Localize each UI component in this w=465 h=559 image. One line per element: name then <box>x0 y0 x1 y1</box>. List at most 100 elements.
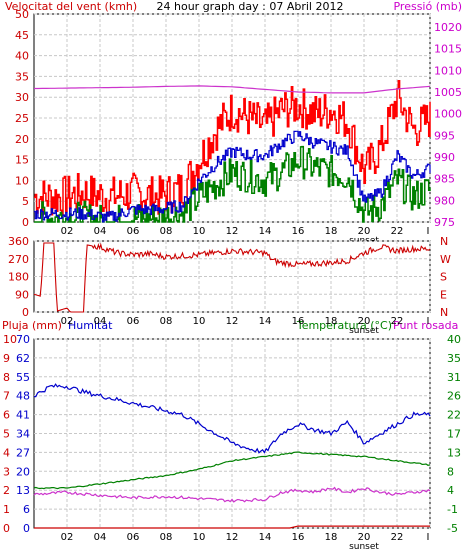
temperature-y-tick-label: -5 <box>447 522 458 535</box>
direction-compass-label: N <box>440 306 448 319</box>
humidity-y-tick-label: 13 <box>16 484 30 497</box>
climate-panel-x-tick-label: 20 <box>358 532 371 543</box>
temperature-y-tick-label: 17 <box>447 428 461 441</box>
humidity-y-tick-label: 6 <box>23 503 30 516</box>
rain-y-tick-label: 8 <box>3 371 10 384</box>
direction-panel-x-tick-label: 14 <box>259 316 272 327</box>
humidity-line <box>34 383 431 454</box>
wind-axis-title: Velocitat del vent (kmh) <box>5 0 137 13</box>
climate-panel-x-tick-label: 10 <box>193 532 206 543</box>
direction-panel-x-tick-label: I <box>427 316 430 327</box>
wind-panel-x-tick-label: 12 <box>226 226 239 237</box>
dewpoint-line <box>33 486 431 503</box>
wind-y-tick-label: 5 <box>22 195 29 208</box>
temperature-y-tick-label: 8 <box>447 465 454 478</box>
rain-y-tick-label: 6 <box>3 409 10 422</box>
direction-y-tick-label: 90 <box>15 288 29 301</box>
direction-panel-x-tick-label: 16 <box>292 316 305 327</box>
climate-panel-x-tick-label: 08 <box>160 532 173 543</box>
temperature-y-tick-label: -1 <box>447 503 458 516</box>
climate-panel-x-tick-label: 06 <box>127 532 140 543</box>
climate-panel-x-tick-label: 16 <box>292 532 305 543</box>
direction-y-tick-label: 0 <box>22 306 29 319</box>
pressure-y-tick-label: 975 <box>434 216 455 229</box>
direction-compass-label: W <box>440 253 451 266</box>
rain-y-tick-label: 1 <box>3 503 10 516</box>
direction-panel-x-tick-label: 20 <box>358 316 371 327</box>
climate-panel-x-tick-label: 14 <box>259 532 272 543</box>
direction-compass-label: N <box>440 235 448 248</box>
pressure-y-tick-label: 1010 <box>434 64 462 77</box>
direction-panel-x-tick-label: 10 <box>193 316 206 327</box>
temperature-y-tick-label: 4 <box>447 484 454 497</box>
direction-compass-label: E <box>440 288 447 301</box>
pressure-y-tick-label: 1015 <box>434 43 462 56</box>
direction-panel-x-tick-label: 08 <box>160 316 173 327</box>
wind-average-line <box>34 130 431 223</box>
wind-y-tick-label: 30 <box>15 91 29 104</box>
rain-y-tick-label: 3 <box>3 465 10 478</box>
direction-panel-x-tick-label: 12 <box>226 316 239 327</box>
temperature-y-tick-label: 35 <box>447 352 461 365</box>
direction-y-tick-label: 270 <box>8 253 29 266</box>
direction-y-tick-label: 180 <box>8 271 29 284</box>
dewpoint-axis-title: Punt rosada <box>393 319 458 332</box>
rain-axis-title: Pluja (mm) <box>2 319 62 332</box>
climate-panel-x-tick-label: 12 <box>226 532 239 543</box>
wind-panel-x-tick-label: 06 <box>127 226 140 237</box>
rain-y-tick-label: 2 <box>3 484 10 497</box>
wind-panel-x-tick-label: I <box>427 226 430 237</box>
rain-y-tick-label: 7 <box>3 390 10 403</box>
pressure-y-tick-label: 1020 <box>434 21 462 34</box>
rain-y-tick-label: 10 <box>3 333 17 346</box>
climate-panel-x-tick-label: 02 <box>61 532 74 543</box>
wind-y-tick-label: 50 <box>15 8 29 21</box>
temperature-y-tick-label: 13 <box>447 446 461 459</box>
pressure-y-tick-label: 985 <box>434 173 455 186</box>
wind-panel-x-tick-label: 18 <box>325 226 338 237</box>
wind-panel-x-tick-label: 08 <box>160 226 173 237</box>
wind-y-tick-label: 25 <box>15 112 29 125</box>
climate-panel-x-tick-label: I <box>427 532 430 543</box>
direction-panel-x-tick-label: 02 <box>61 316 74 327</box>
direction-panel-sunset-label: sunset <box>349 326 379 336</box>
wind-panel-x-tick-label: 04 <box>94 226 107 237</box>
humidity-y-tick-label: 20 <box>16 465 30 478</box>
rain-y-tick-label: 4 <box>3 446 10 459</box>
wind-gust-line <box>34 79 431 218</box>
wind-panel-x-tick-label: 20 <box>358 226 371 237</box>
wind-panel-x-tick-label: 10 <box>193 226 206 237</box>
temperature-line <box>33 451 431 490</box>
climate-panel-x-tick-label: 18 <box>325 532 338 543</box>
chart-title: 24 hour graph day : 07 Abril 2012 <box>157 0 344 13</box>
humidity-y-tick-label: 70 <box>16 333 30 346</box>
wind-y-tick-label: 45 <box>15 29 29 42</box>
temperature-y-tick-label: 31 <box>447 371 461 384</box>
rain-y-tick-label: 5 <box>3 428 10 441</box>
direction-panel-x-tick-label: 04 <box>94 316 107 327</box>
humidity-y-tick-label: 48 <box>16 390 30 403</box>
pressure-line <box>34 85 431 94</box>
wind-y-tick-label: 15 <box>15 154 29 167</box>
direction-y-tick-label: 360 <box>8 235 29 248</box>
humidity-y-tick-label: 0 <box>23 522 30 535</box>
pressure-axis-title: Pressió (mb) <box>393 0 462 13</box>
climate-panel-sunset-label: sunset <box>349 542 379 552</box>
temperature-axis-title: Temperatura (°C) <box>296 319 392 332</box>
wind-panel-x-tick-label: 22 <box>391 226 404 237</box>
pressure-y-tick-label: 1000 <box>434 108 462 121</box>
pressure-y-tick-label: 990 <box>434 151 455 164</box>
rain-y-tick-label: 9 <box>3 352 10 365</box>
wind-y-tick-label: 0 <box>22 216 29 229</box>
rain-y-tick-label: 0 <box>3 522 10 535</box>
wind-y-tick-label: 10 <box>15 174 29 187</box>
humidity-y-tick-label: 41 <box>16 409 30 422</box>
direction-panel-x-tick-label: 18 <box>325 316 338 327</box>
direction-compass-label: S <box>440 271 447 284</box>
direction-panel-x-tick-label: 06 <box>127 316 140 327</box>
temperature-y-tick-label: 26 <box>447 390 461 403</box>
pressure-y-tick-label: 995 <box>434 129 455 142</box>
pressure-y-tick-label: 1005 <box>434 86 462 99</box>
